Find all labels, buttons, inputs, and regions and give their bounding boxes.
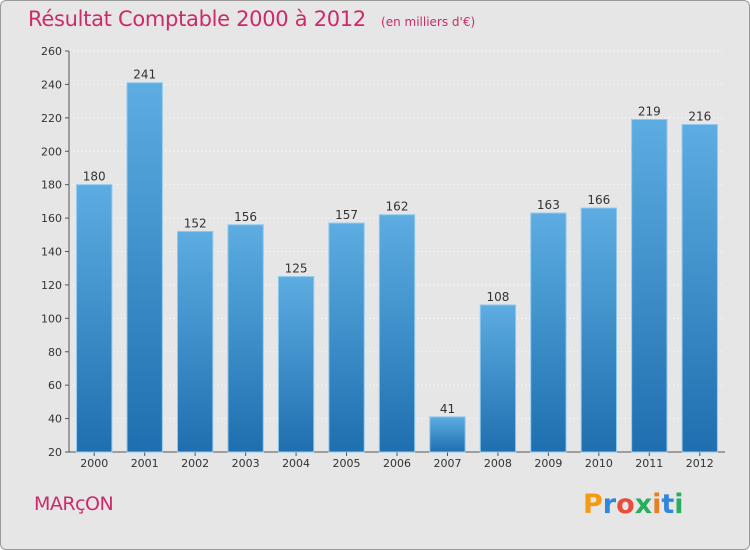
y-tick-label: 60 [48,379,62,392]
bar [631,119,668,453]
y-tick-label: 220 [41,112,62,125]
x-tick-label: 2009 [534,457,562,470]
bar [530,212,567,453]
bar [328,222,365,453]
bar [429,416,466,453]
proxiti-logo[interactable]: Proxiti [583,489,684,520]
x-tick-label: 2004 [282,457,310,470]
y-tick-label: 240 [41,78,62,91]
y-tick-label: 260 [41,45,62,58]
y-tick-label: 80 [48,346,62,359]
x-tick-label: 2003 [232,457,260,470]
x-tick-label: 2010 [585,457,613,470]
data-label: 162 [386,200,409,214]
y-tick-label: 140 [41,246,62,259]
data-label: 125 [285,262,308,276]
x-tick-label: 2012 [686,457,714,470]
logo-letter: x [634,489,653,520]
chart-unit-note: (en milliers d'€) [381,15,476,29]
logo-letter: r [602,489,617,520]
bar [681,124,718,453]
x-tick-label: 2005 [333,457,361,470]
logo-letter: P [583,489,603,520]
data-label: 166 [587,193,610,207]
chart-title-block: Résultat Comptable 2000 à 2012 (en milli… [28,7,475,31]
x-tick-label: 2000 [80,457,108,470]
data-label: 156 [234,210,257,224]
y-tick-label: 100 [41,312,62,325]
y-tick-label: 180 [41,179,62,192]
y-tick-label: 120 [41,279,62,292]
bar [479,304,517,453]
bar [580,207,618,453]
bar [227,224,264,453]
y-tick-label: 160 [41,212,62,225]
data-label: 216 [688,110,711,124]
x-tick-label: 2007 [433,457,461,470]
y-tick-label: 40 [48,413,62,426]
data-label: 157 [335,208,358,222]
x-tick-label: 2008 [484,457,512,470]
labels: 20 40 60 80 100 120 140 160 180 200 220 240 260 180 20… [41,45,714,470]
data-label: 163 [537,198,560,212]
logo-letter: i [652,489,662,520]
data-label: 41 [440,402,455,416]
x-tick-label: 2002 [181,457,209,470]
bars [76,82,718,453]
x-tick-label: 2006 [383,457,411,470]
city-name: MARçON [34,493,114,515]
logo-letter: i [674,489,684,520]
x-tick-label: 2001 [131,457,159,470]
x-tick-label: 2011 [635,457,663,470]
bar [378,214,416,453]
bar [76,184,113,453]
bar [126,82,163,453]
logo-letter: o [616,489,635,520]
data-label: 241 [133,68,156,82]
bar [176,230,214,453]
bar [277,276,315,453]
y-tick-label: 200 [41,145,62,158]
data-label: 180 [83,170,106,184]
data-label: 152 [184,216,207,230]
chart-title: Résultat Comptable 2000 à 2012 [28,7,366,31]
y-tick-label: 20 [48,446,62,459]
data-label: 219 [638,105,661,119]
logo-letter: t [661,489,675,520]
data-label: 108 [486,290,509,304]
